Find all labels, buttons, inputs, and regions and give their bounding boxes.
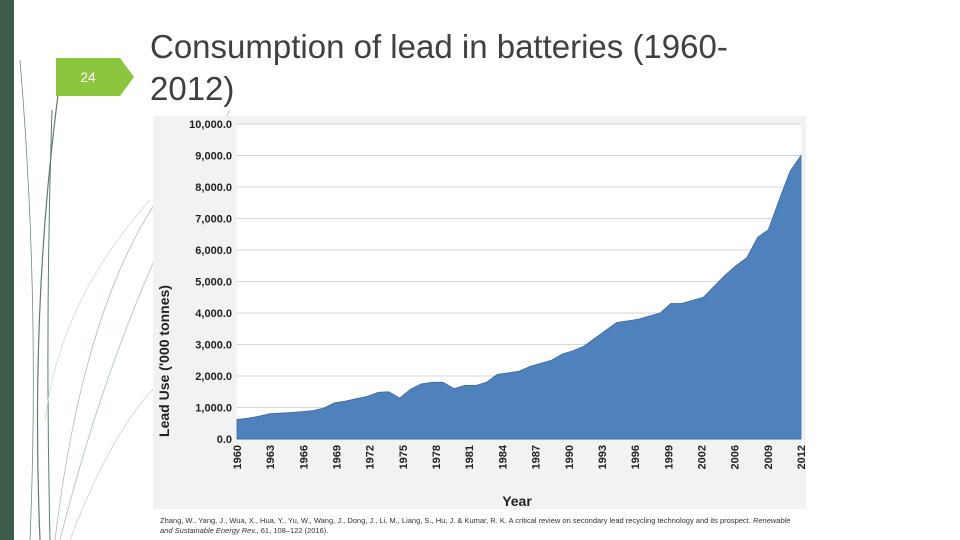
x-tick-label: 1975 <box>398 445 410 469</box>
citation: Zhang, W., Yang, J., Wua, X., Hua, Y., Y… <box>160 516 800 536</box>
slide-number-tab <box>56 58 134 96</box>
x-axis-ticks: 1960 1963 1966 1969 1972 1975 1978 1981 1984 1987… <box>232 444 806 469</box>
y-tick-label: 10,000.0 <box>189 119 232 131</box>
y-tick-label: 1,000.0 <box>195 403 232 415</box>
x-tick-label: 1972 <box>365 445 377 469</box>
slide-number: 24 <box>80 69 96 85</box>
x-tick-label: 1999 <box>663 445 675 469</box>
y-tick-label: 3,000.0 <box>195 340 232 352</box>
x-tick-label: 1993 <box>597 445 609 469</box>
y-axis-ticks: 0.0 1,000.0 2,000.0 3,000.0 4,000.0 5,000.0 6,… <box>189 119 232 446</box>
x-tick-label: 1960 <box>232 445 244 469</box>
y-axis-title: Lead Use ('000 tonnes) <box>156 285 172 437</box>
x-tick-label: 1990 <box>564 445 576 469</box>
x-tick-label: 2006 <box>730 445 742 469</box>
y-tick-label: 8,000.0 <box>195 182 232 194</box>
citation-authors: Zhang, W., Yang, J., Wua, X., Hua, Y., Y… <box>160 516 751 525</box>
x-tick-label: 1981 <box>464 445 476 469</box>
left-accent-bar <box>0 0 14 540</box>
x-tick-label: 1978 <box>431 445 443 469</box>
citation-journal: Renewable and Sustainable Energy Rev. <box>160 516 791 535</box>
lead-consumption-chart: 0.0 1,000.0 2,000.0 3,000.0 4,000.0 5,000.0 6,… <box>156 119 806 509</box>
y-tick-label: 2,000.0 <box>195 371 232 383</box>
y-tick-label: 9,000.0 <box>195 151 232 163</box>
area-series <box>236 154 802 440</box>
y-tick-label: 7,000.0 <box>195 214 232 226</box>
slide-title: Consumption of lead in batteries (1960-2… <box>150 28 728 107</box>
y-tick-label: 5,000.0 <box>195 277 232 289</box>
x-tick-label: 2012 <box>796 445 806 469</box>
x-axis-title: Year <box>502 493 532 509</box>
citation-details: , 61, 108–122 (2016). <box>256 526 329 535</box>
x-tick-label: 1966 <box>298 445 310 469</box>
x-tick-label: 1963 <box>265 445 277 469</box>
x-tick-label: 1987 <box>531 445 543 469</box>
x-tick-label: 2009 <box>763 445 775 469</box>
y-tick-label: 4,000.0 <box>195 308 232 320</box>
x-tick-label: 1996 <box>630 445 642 469</box>
y-tick-label: 6,000.0 <box>195 245 232 257</box>
x-tick-label: 1984 <box>497 444 509 469</box>
x-tick-label: 1969 <box>332 445 344 469</box>
x-tick-label: 2002 <box>696 445 708 469</box>
y-tick-label: 0.0 <box>217 434 232 446</box>
